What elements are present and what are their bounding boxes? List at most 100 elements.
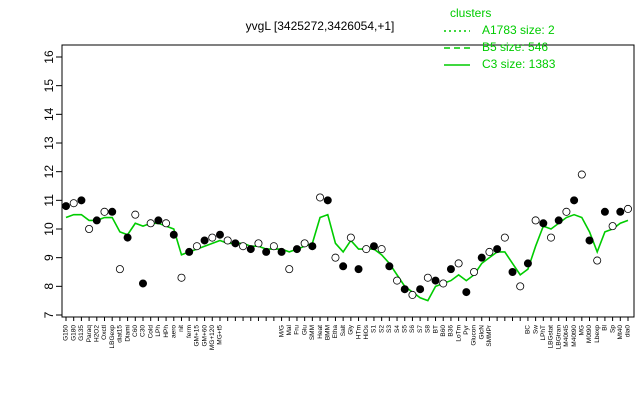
x-tick-label: SMMPr — [486, 324, 493, 347]
legend-label: C3 size: 1383 — [482, 57, 556, 71]
data-point — [539, 219, 548, 228]
data-point — [239, 242, 248, 251]
data-point — [485, 247, 494, 256]
y-tick-label: 11 — [42, 194, 56, 207]
data-point — [624, 204, 633, 213]
x-tick-label: MG+t5 — [217, 325, 224, 345]
y-tick-label: 13 — [42, 136, 56, 150]
data-point — [385, 262, 394, 271]
x-tick-label: GM+15 — [194, 325, 201, 347]
data-point — [331, 253, 340, 262]
x-tick-label: B60 — [440, 325, 447, 337]
data-point — [608, 222, 617, 231]
x-tick-label: BC — [525, 325, 532, 334]
x-tick-label: C30 — [140, 325, 147, 337]
data-point — [577, 170, 586, 179]
x-tick-label: Glucon — [471, 325, 478, 346]
data-point — [131, 210, 140, 219]
data-point — [531, 216, 540, 225]
data-point — [77, 196, 86, 205]
x-tick-label: Oxctl — [101, 324, 108, 339]
x-tick-label: Sp — [609, 325, 616, 333]
x-tick-label: BMM — [324, 325, 331, 340]
data-point — [339, 262, 348, 271]
x-tick-label: S5 — [401, 325, 408, 333]
x-tick-label: LPh — [155, 325, 162, 337]
legend-label: B5 size: 546 — [482, 40, 548, 54]
x-tick-label: Salt — [340, 325, 347, 336]
x-tick-label: S6 — [409, 325, 416, 333]
data-point — [85, 224, 94, 233]
data-point — [308, 242, 317, 251]
data-point — [177, 273, 186, 282]
data-point — [369, 242, 378, 251]
data-point — [169, 230, 178, 239]
data-point — [547, 233, 556, 242]
x-tick-label: GlcN — [478, 325, 485, 340]
x-tick-label: diat15 — [117, 325, 124, 343]
data-point — [277, 247, 286, 256]
data-point — [554, 216, 563, 225]
x-tick-label: G180 — [70, 325, 77, 341]
data-point — [69, 199, 78, 208]
data-point — [446, 265, 455, 274]
data-point — [146, 219, 155, 228]
data-point — [508, 267, 517, 276]
data-point — [423, 273, 432, 282]
data-point — [523, 259, 532, 268]
x-tick-label: SMM — [309, 325, 316, 340]
plot-frame — [61, 44, 635, 318]
x-tick-label: S2 — [378, 325, 385, 333]
x-tick-label: LBGtran — [555, 325, 562, 350]
x-tick-label: ferm — [186, 325, 193, 338]
data-point — [292, 245, 301, 254]
legend-label: A1783 size: 2 — [482, 23, 555, 37]
data-point — [439, 279, 448, 288]
data-point — [208, 233, 217, 242]
x-tick-label: H2O2 — [94, 325, 101, 342]
data-point — [62, 202, 71, 211]
data-point — [600, 207, 609, 216]
data-point — [92, 216, 101, 225]
x-tick-label: C60 — [132, 325, 139, 337]
x-tick-label: B36 — [448, 325, 455, 337]
data-point — [231, 239, 240, 248]
data-point — [346, 233, 355, 242]
data-point — [416, 285, 425, 294]
data-point — [354, 265, 363, 274]
data-point — [162, 219, 171, 228]
x-tick-label: GM+60 — [201, 325, 208, 347]
x-tick-label: HPh — [163, 325, 170, 338]
x-tick-label: Diami — [124, 325, 131, 342]
data-point — [323, 196, 332, 205]
data-point — [100, 207, 109, 216]
y-tick-label: 12 — [42, 165, 56, 179]
data-point — [562, 207, 571, 216]
x-tick-label: Lbexp — [594, 325, 601, 343]
data-point — [454, 259, 463, 268]
x-tick-label: Mt40 — [617, 325, 624, 340]
x-tick-label: M0t90 — [586, 325, 593, 343]
data-point — [115, 265, 124, 274]
y-tick-label: 7 — [42, 311, 56, 318]
x-tick-label: M/G — [278, 325, 285, 337]
x-tick-label: S3 — [386, 325, 393, 333]
legend-title: clusters — [450, 6, 491, 20]
data-point — [400, 285, 409, 294]
data-point — [300, 239, 309, 248]
x-tick-label: LBGexp — [109, 325, 116, 349]
x-tick-label: aero — [170, 325, 177, 338]
x-tick-label: nit — [178, 325, 185, 332]
data-point — [362, 245, 371, 254]
x-tick-label: LPhT — [540, 325, 547, 341]
x-tick-label: HTm — [355, 325, 362, 339]
x-tick-label: MG+120 — [209, 325, 216, 350]
data-point — [269, 242, 278, 251]
data-point — [616, 207, 625, 216]
x-tick-label: LoTm — [455, 325, 462, 342]
data-point — [192, 242, 201, 251]
y-tick-label: 16 — [42, 50, 56, 64]
data-point — [477, 253, 486, 262]
y-tick-label: 15 — [42, 79, 56, 93]
